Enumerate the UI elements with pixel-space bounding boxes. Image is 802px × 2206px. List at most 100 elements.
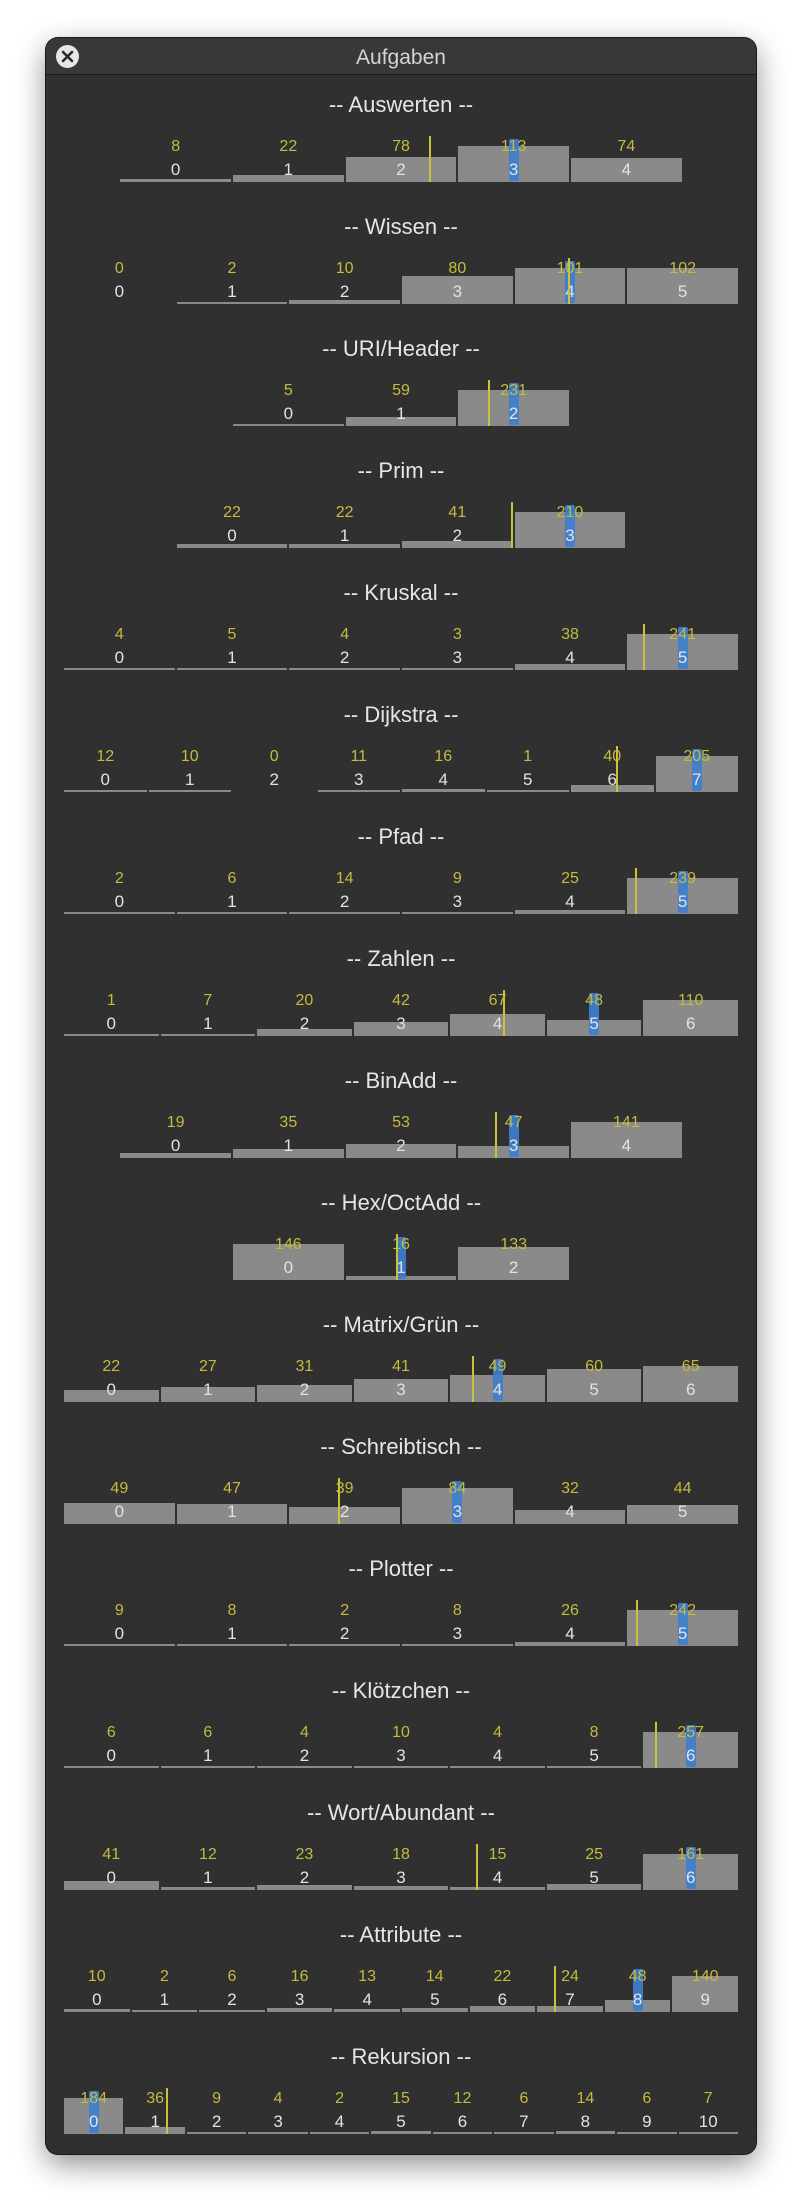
task-cell[interactable]: 10 0 (64, 1968, 130, 2012)
task-cell[interactable]: 27 1 (160, 1358, 256, 1402)
task-cell[interactable]: 24 7 (537, 1968, 603, 2012)
task-cell[interactable]: 36 1 (125, 2090, 185, 2134)
task-cell[interactable]: 25 5 (546, 1846, 642, 1890)
task-cell[interactable]: 15 5 (371, 2090, 431, 2134)
task-cell[interactable]: 14 8 (555, 2090, 616, 2134)
task-cell[interactable]: 110 6 (643, 992, 738, 1036)
task-cell[interactable]: 11 3 (317, 748, 400, 792)
task-cell[interactable]: 205 7 (655, 748, 738, 792)
task-cell[interactable]: 22 0 (176, 504, 288, 548)
task-cell[interactable]: 140 9 (672, 1968, 738, 2012)
task-cell[interactable]: 49 0 (64, 1480, 175, 1524)
task-cell[interactable]: 42 3 (353, 992, 449, 1036)
task-cell[interactable]: 101 4 (514, 260, 626, 304)
task-cell[interactable]: 12 6 (432, 2090, 493, 2134)
task-cell[interactable]: 231 2 (458, 382, 569, 426)
task-cell[interactable]: 60 5 (546, 1358, 642, 1402)
task-cell[interactable]: 84 3 (402, 1480, 513, 1524)
task-cell[interactable]: 10 2 (289, 260, 400, 304)
task-cell[interactable]: 257 6 (643, 1724, 738, 1768)
task-cell[interactable]: 7 10 (678, 2090, 738, 2134)
task-cell[interactable]: 22 1 (233, 138, 344, 182)
task-cell[interactable]: 59 1 (345, 382, 457, 426)
task-cell[interactable]: 16 4 (402, 748, 485, 792)
task-cell[interactable]: 48 8 (604, 1968, 671, 2012)
task-cell[interactable]: 26 4 (514, 1602, 626, 1646)
task-cell[interactable]: 13 4 (334, 1968, 400, 2012)
task-cell[interactable]: 20 2 (257, 992, 352, 1036)
task-cell[interactable]: 239 5 (627, 870, 738, 914)
task-cell[interactable]: 40 6 (571, 748, 654, 792)
task-cell[interactable]: 12 0 (64, 748, 147, 792)
task-cell[interactable]: 141 4 (571, 1114, 682, 1158)
task-cell[interactable]: 15 4 (450, 1846, 545, 1890)
task-cell[interactable]: 67 4 (450, 992, 545, 1036)
task-cell[interactable]: 25 4 (514, 870, 626, 914)
task-cell[interactable]: 32 4 (514, 1480, 626, 1524)
task-cell[interactable]: 49 4 (450, 1358, 545, 1402)
task-cell[interactable]: 41 3 (353, 1358, 449, 1402)
task-cell[interactable]: 53 2 (345, 1114, 457, 1158)
task-cell[interactable]: 10 3 (353, 1724, 449, 1768)
task-cell[interactable]: 39 2 (289, 1480, 400, 1524)
task-cell[interactable]: 184 0 (64, 2090, 124, 2134)
task-cell[interactable]: 14 2 (289, 870, 400, 914)
task-cell[interactable]: 41 2 (402, 504, 513, 548)
task-cell[interactable]: 113 3 (458, 138, 569, 182)
task-cell[interactable]: 146 0 (233, 1236, 344, 1280)
task-cell[interactable]: 16 1 (345, 1236, 457, 1280)
task-cell[interactable]: 22 1 (289, 504, 400, 548)
task-cell[interactable]: 48 5 (546, 992, 642, 1036)
title-bar[interactable]: Aufgaben (46, 38, 756, 75)
close-icon[interactable] (56, 45, 79, 68)
task-cell[interactable]: 16 3 (266, 1968, 333, 2012)
task-cell[interactable]: 133 2 (458, 1236, 569, 1280)
task-cell[interactable]: 35 1 (233, 1114, 344, 1158)
task-cell[interactable]: 41 0 (64, 1846, 159, 1890)
task-cell[interactable]: 38 4 (514, 626, 626, 670)
task-cell[interactable]: 47 3 (458, 1114, 569, 1158)
task-cell[interactable]: 80 3 (402, 260, 513, 304)
task-cell[interactable]: 241 5 (627, 626, 738, 670)
task-cell[interactable]: 18 3 (353, 1846, 449, 1890)
task-cell[interactable]: 210 3 (514, 504, 626, 548)
task-cell[interactable]: 47 1 (176, 1480, 288, 1524)
task-cell[interactable]: 78 2 (345, 138, 457, 182)
task-cell[interactable]: 161 6 (643, 1846, 738, 1890)
task-cell[interactable]: 12 1 (160, 1846, 256, 1890)
task-cell[interactable]: 23 2 (257, 1846, 352, 1890)
task-cell[interactable]: 65 6 (643, 1358, 738, 1402)
task-cell[interactable]: 14 5 (402, 1968, 468, 2012)
task-cell[interactable]: 44 5 (627, 1480, 738, 1524)
task-cell[interactable]: 22 6 (469, 1968, 536, 2012)
task-cell[interactable]: 31 2 (257, 1358, 352, 1402)
